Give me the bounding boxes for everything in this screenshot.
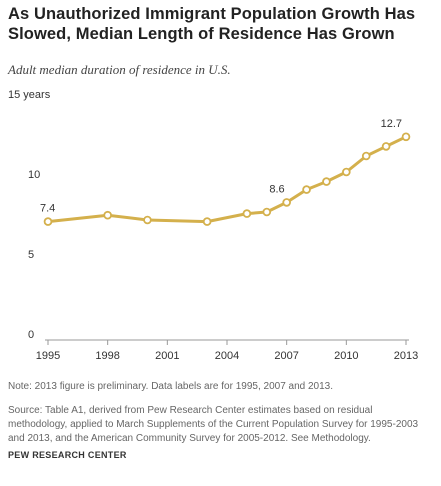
y-tick-label: 15 years — [8, 89, 51, 101]
chart-title: As Unauthorized Immigrant Population Gro… — [8, 5, 416, 43]
data-label: 12.7 — [381, 118, 402, 130]
x-tick-label: 1995 — [36, 350, 60, 362]
series-line — [47, 135, 407, 224]
data-point — [381, 142, 391, 151]
data-point — [282, 198, 291, 207]
x-tick-label: 2001 — [155, 350, 179, 362]
data-point — [242, 209, 252, 218]
x-tick-label: 2010 — [334, 350, 358, 362]
source-credit: PEW RESEARCH CENTER — [8, 450, 127, 460]
data-point — [202, 217, 212, 226]
data-point — [302, 185, 311, 194]
data-label: 7.4 — [40, 203, 55, 215]
chart-subtitle: Adult median duration of residence in U.… — [8, 62, 231, 77]
chart-note: Note: 2013 figure is preliminary. Data l… — [8, 381, 334, 392]
data-point — [322, 177, 331, 186]
x-tick-label: 2007 — [274, 350, 298, 362]
x-tick-label: 1998 — [95, 350, 119, 362]
data-point — [103, 210, 112, 220]
y-tick-label: 10 — [28, 169, 40, 181]
x-tick-label: 2013 — [394, 350, 418, 362]
data-point — [342, 167, 351, 177]
data-point — [262, 207, 272, 217]
data-point — [401, 132, 411, 142]
y-tick-label: 0 — [28, 329, 34, 341]
y-tick-label: 5 — [28, 249, 34, 261]
data-point — [43, 217, 53, 226]
data-point — [143, 215, 152, 225]
x-tick-label: 2004 — [215, 350, 239, 362]
data-point — [361, 151, 371, 161]
data-label: 8.6 — [269, 183, 284, 195]
line-chart: 0 5 10 15 years 1995 1998 2001 2004 2007 2010 2013… — [8, 89, 418, 362]
chart-source: Source: Table A1, derived from Pew Resea… — [8, 405, 419, 444]
